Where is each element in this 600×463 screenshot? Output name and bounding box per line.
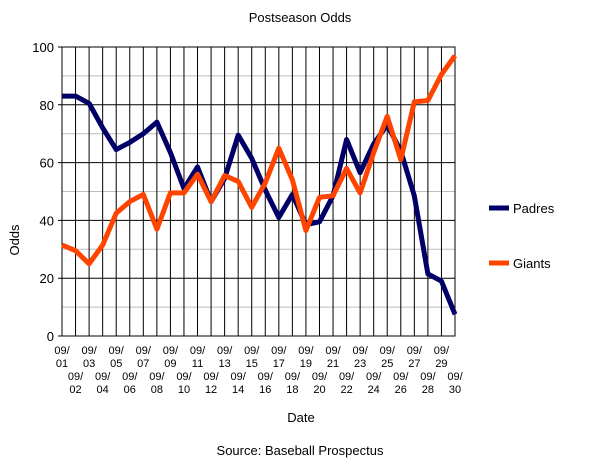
plot-frame — [61, 46, 456, 337]
x-axis-ticks: 09/0109/0209/0309/0409/0509/0609/0709/08… — [54, 345, 463, 396]
x-tick-label: 09/01 — [54, 345, 70, 370]
x-tick-label: 09/15 — [244, 345, 260, 370]
x-tick-label: 09/26 — [393, 371, 409, 396]
grid — [58, 46, 456, 337]
x-tick-label: 09/11 — [190, 345, 206, 370]
chart-title: Postseason Odds — [249, 10, 352, 25]
x-tick-label: 09/03 — [81, 345, 97, 370]
x-tick-label: 09/22 — [339, 371, 355, 396]
x-tick-label: 09/27 — [407, 345, 423, 370]
source-note: Source: Baseball Prospectus — [217, 443, 384, 458]
x-tick-label: 09/19 — [298, 345, 314, 370]
y-tick-label: 80 — [40, 98, 54, 113]
legend-label-padres: Padres — [513, 201, 555, 216]
x-tick-label: 09/02 — [68, 371, 84, 396]
y-axis-ticks: 0 20 40 60 80 100 — [32, 40, 54, 344]
legend-label-giants: Giants — [513, 256, 551, 271]
x-tick-label: 09/08 — [149, 371, 165, 396]
x-tick-label: 09/04 — [95, 371, 111, 396]
y-axis-label: Odds — [7, 224, 22, 256]
x-tick-label: 09/23 — [352, 345, 368, 370]
x-tick-label: 09/10 — [176, 371, 192, 396]
series-line-padres — [62, 93, 458, 316]
x-tick-label: 09/13 — [217, 345, 233, 370]
x-tick-label: 09/16 — [258, 371, 274, 396]
x-tick-label: 09/06 — [122, 371, 138, 396]
x-tick-label: 09/14 — [231, 371, 247, 396]
x-tick-label: 09/12 — [203, 371, 219, 396]
x-tick-label: 09/30 — [447, 371, 463, 396]
x-tick-label: 09/24 — [366, 371, 382, 396]
y-tick-label: 100 — [32, 40, 54, 55]
x-tick-label: 09/07 — [136, 345, 152, 370]
x-tick-label: 09/09 — [163, 345, 179, 370]
x-tick-label: 09/18 — [285, 371, 301, 396]
x-tick-label: 09/29 — [434, 345, 450, 370]
x-axis-label: Date — [287, 410, 314, 425]
y-tick-label: 20 — [40, 271, 54, 286]
x-tick-label: 09/28 — [420, 371, 436, 396]
series-line-giants — [61, 54, 458, 267]
legend: Padres Giants — [489, 201, 555, 271]
x-tick-label: 09/17 — [271, 345, 287, 370]
x-tick-label: 09/25 — [380, 345, 396, 370]
x-tick-label: 09/21 — [325, 345, 341, 370]
x-tick-label: 09/20 — [312, 371, 328, 396]
x-tick-label: 09/05 — [109, 345, 125, 370]
y-tick-label: 60 — [40, 156, 54, 171]
y-tick-label: 40 — [40, 213, 54, 228]
y-tick-label: 0 — [47, 329, 54, 344]
series-lines — [61, 54, 458, 316]
